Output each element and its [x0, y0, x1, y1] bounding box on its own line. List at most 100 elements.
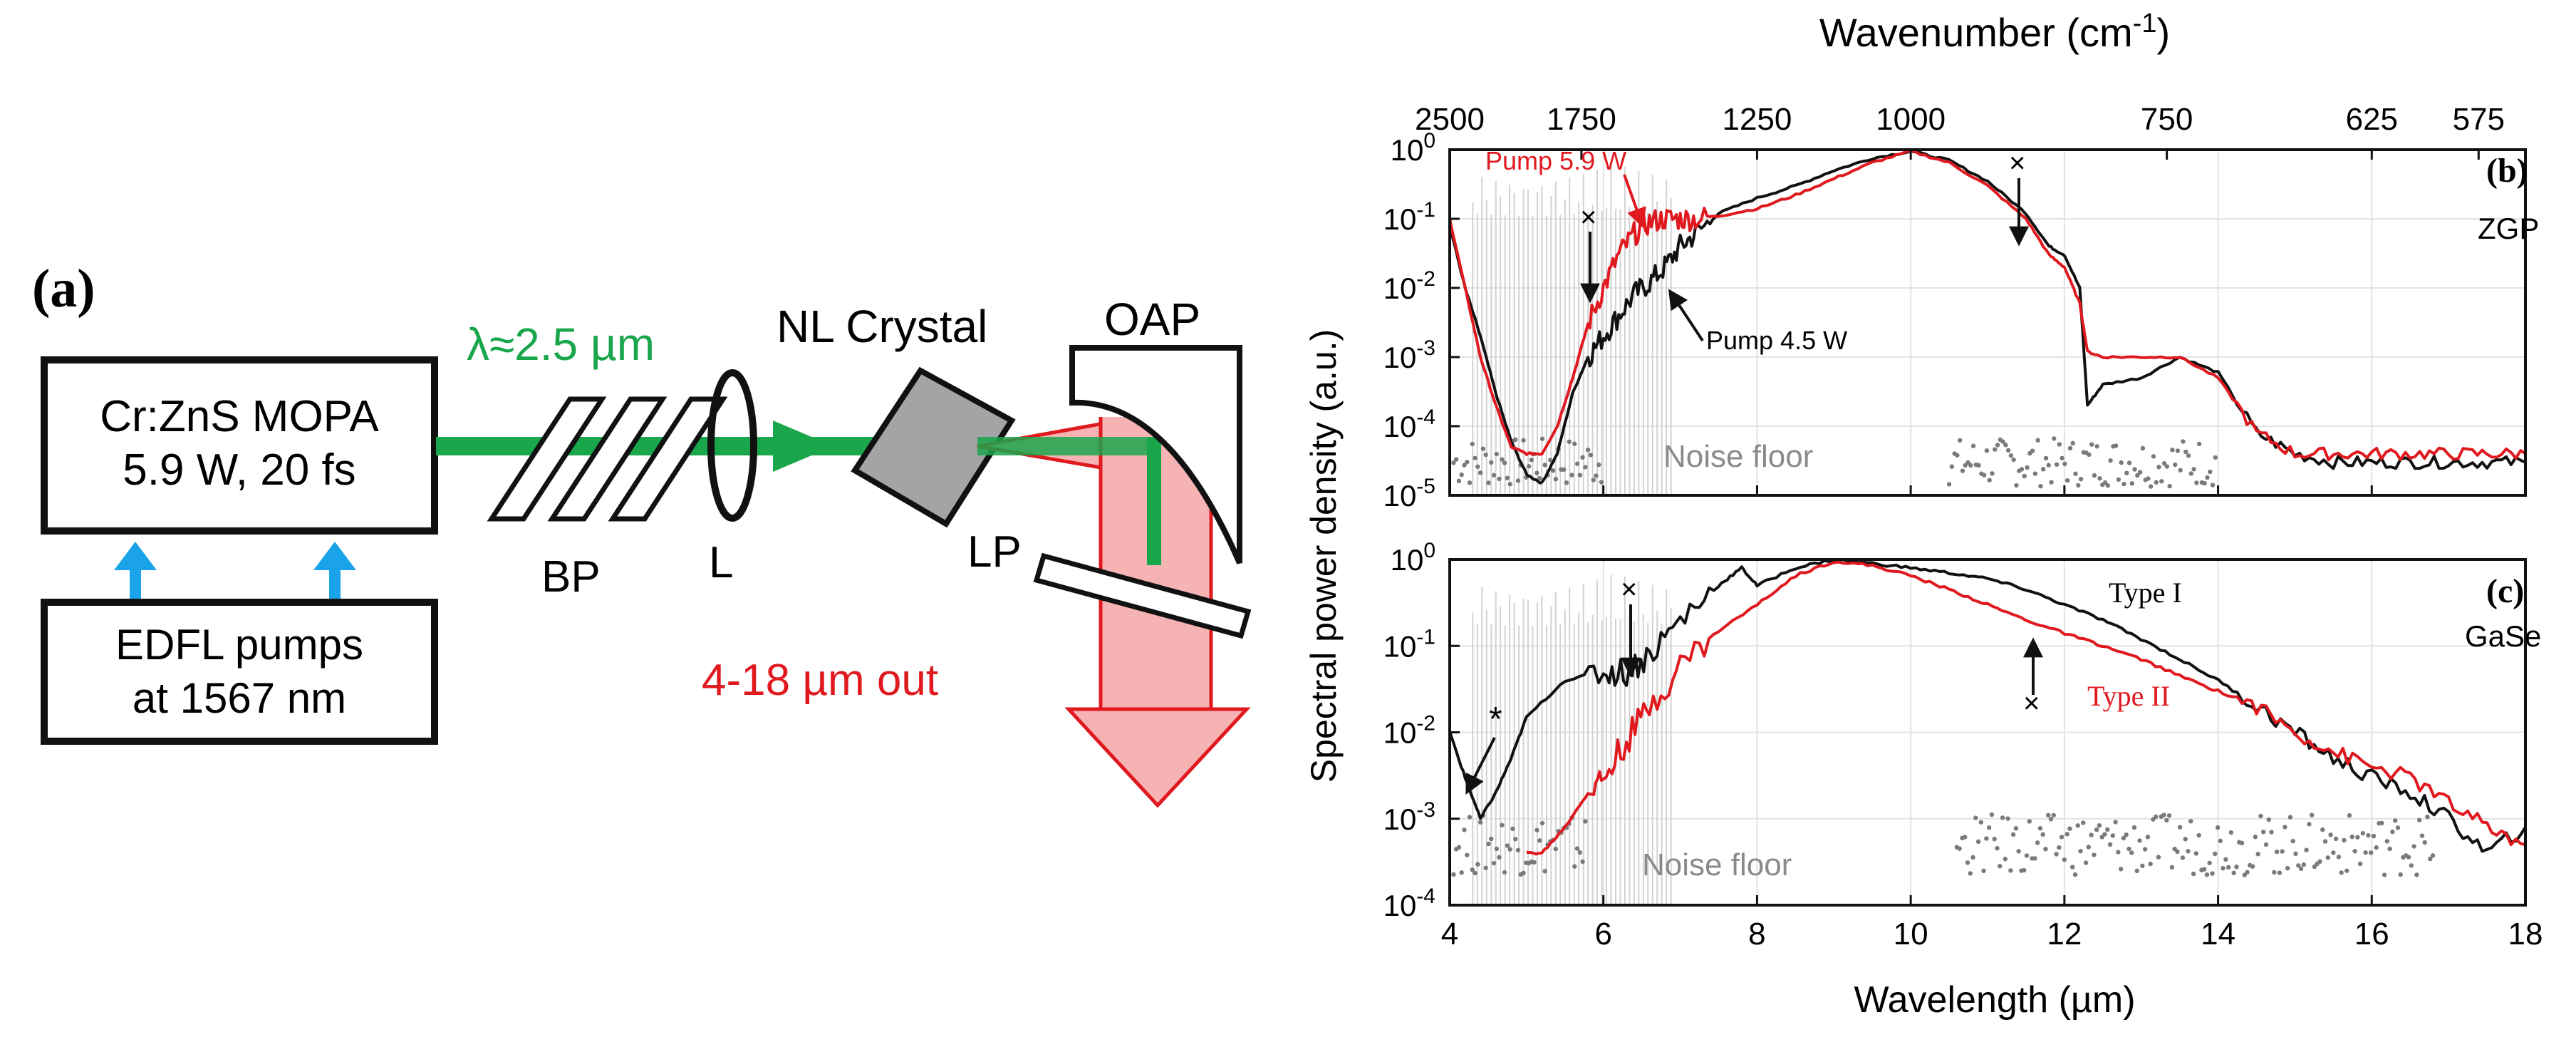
noise-floor-point	[1515, 478, 1521, 483]
noise-floor-point	[1577, 850, 1583, 855]
pump-arrow-right	[313, 542, 356, 599]
noise-floor-point	[1513, 837, 1518, 842]
noise-floor-point	[2347, 812, 2352, 818]
noise-floor-point	[1955, 453, 1960, 458]
noise-floor-point	[2037, 825, 2043, 831]
top-tick-label: 625	[2346, 102, 2398, 137]
noise-floor-point	[1989, 812, 1995, 817]
noise-floor-point	[1456, 845, 1462, 850]
noise-floor-point	[2322, 839, 2328, 844]
plot-frame	[1448, 148, 2527, 497]
longpass-filter	[1033, 552, 1252, 639]
noise-floor-point	[2092, 852, 2097, 857]
noise-floor-point	[2344, 868, 2349, 873]
x-axis-title: Wavelength (µm)	[1854, 979, 2135, 1021]
noise-floor-point	[2105, 827, 2110, 832]
noise-floor-point	[1515, 847, 1521, 853]
noise-floor-point	[1553, 846, 1559, 852]
noise-floor-point	[1510, 826, 1515, 832]
noise-floor-point	[2274, 849, 2280, 855]
panel-c-title: GaSe	[2465, 619, 2541, 653]
noise-floor-point	[2022, 473, 2027, 479]
x-tick-label: 14	[2201, 917, 2235, 951]
noise-floor-point	[1521, 870, 1526, 876]
noise-floor-point	[2102, 480, 2108, 485]
noise-floor-point	[2073, 471, 2078, 476]
noise-floor-point	[2371, 833, 2377, 839]
noise-floor-point	[2357, 861, 2363, 867]
noise-floor-point	[2161, 812, 2166, 817]
noise-floor-point	[1477, 470, 1483, 475]
noise-floor-point	[2094, 827, 2099, 832]
noise-floor-point	[1962, 835, 1968, 840]
noise-floor-point	[2191, 467, 2196, 472]
panel-b-label: (b)	[2486, 152, 2528, 190]
noise-floor-point	[2132, 467, 2137, 472]
noise-floor-point	[2072, 872, 2078, 877]
noise-floor-point	[1500, 457, 1505, 462]
noise-floor-point	[1489, 460, 1494, 465]
noise-floor-point	[2191, 871, 2196, 877]
noise-floor-point	[2336, 855, 2342, 860]
noise-floor-point	[1946, 482, 1952, 487]
output-arrow	[1064, 707, 1251, 808]
noise-floor-point	[2076, 483, 2081, 488]
noise-floor-point	[1467, 815, 1473, 820]
noise-floor-point	[2223, 857, 2228, 862]
noise-floor-point	[2046, 463, 2051, 468]
noise-floor-point	[2263, 842, 2269, 847]
noise-floor-point	[1995, 443, 2000, 448]
noise-floor-point	[2024, 853, 2030, 858]
noise-floor-point	[1957, 846, 1962, 851]
noise-floor-point	[2069, 865, 2075, 870]
noise-floor-point	[1507, 847, 1512, 852]
noise-floor-point	[2277, 870, 2282, 875]
noise-floor-point	[2086, 845, 2092, 850]
noise-floor-point	[2081, 820, 2086, 825]
noise-floor-point	[1561, 467, 1567, 473]
noise-floor-point	[2161, 461, 2167, 466]
noise-floor-point	[2089, 832, 2094, 837]
noise-floor-point	[2231, 870, 2236, 876]
noise-floor-point	[2167, 483, 2172, 489]
lens	[707, 369, 757, 522]
noise-floor-point	[1572, 441, 1577, 446]
series-line-type-ii	[1526, 560, 2526, 856]
noise-floor-point	[2175, 849, 2180, 855]
noise-floor-point	[2126, 846, 2131, 852]
noise-floor-point	[2043, 455, 2049, 461]
noise-floor-point	[2258, 813, 2263, 819]
noise-floor-point	[1467, 480, 1473, 485]
noise-floor-label-c: Noise floor	[1642, 847, 1792, 882]
x-tick-label: 10	[1894, 917, 1928, 951]
noise-floor-point	[2005, 816, 2010, 821]
y-tick-label: 10-2	[1383, 712, 1435, 750]
noise-floor-point	[1513, 437, 1518, 443]
noise-floor-point	[2384, 839, 2390, 844]
absorption-mark-c2: ×	[2023, 688, 2040, 719]
noise-floor-point	[2000, 815, 2005, 820]
oap-mirror	[1069, 345, 1242, 564]
noise-floor-point	[2331, 850, 2336, 855]
noise-floor-point	[2003, 443, 2008, 448]
noise-floor-point	[2135, 473, 2140, 478]
noise-floor-point	[2215, 825, 2221, 830]
gase-spectrum-chart: 100 10-1 10-2 10-3 10-44 6 8 10 12 14 16 18	[1383, 539, 2543, 951]
noise-floor-point	[2210, 871, 2215, 876]
noise-floor-point	[2116, 477, 2121, 482]
noise-floor-point	[1594, 473, 1599, 478]
noise-floor-point	[1507, 482, 1512, 487]
noise-floor-point	[2154, 814, 2159, 820]
noise-floor-point	[2065, 832, 2069, 837]
bandpass-filters	[487, 396, 728, 522]
series-line-pump-5-9-w	[1448, 149, 2527, 462]
noise-floor-point	[2148, 861, 2153, 867]
noise-floor-point	[2228, 830, 2234, 835]
noise-floor-point	[1591, 478, 1596, 483]
noise-floor-point	[2360, 831, 2366, 836]
x-tick-label: 4	[1441, 917, 1458, 951]
noise-floor-point	[1537, 475, 1542, 481]
noise-floor-point	[1976, 463, 1981, 468]
top-tick-label: 2500	[1415, 102, 1485, 137]
noise-floor-point	[2213, 455, 2218, 460]
